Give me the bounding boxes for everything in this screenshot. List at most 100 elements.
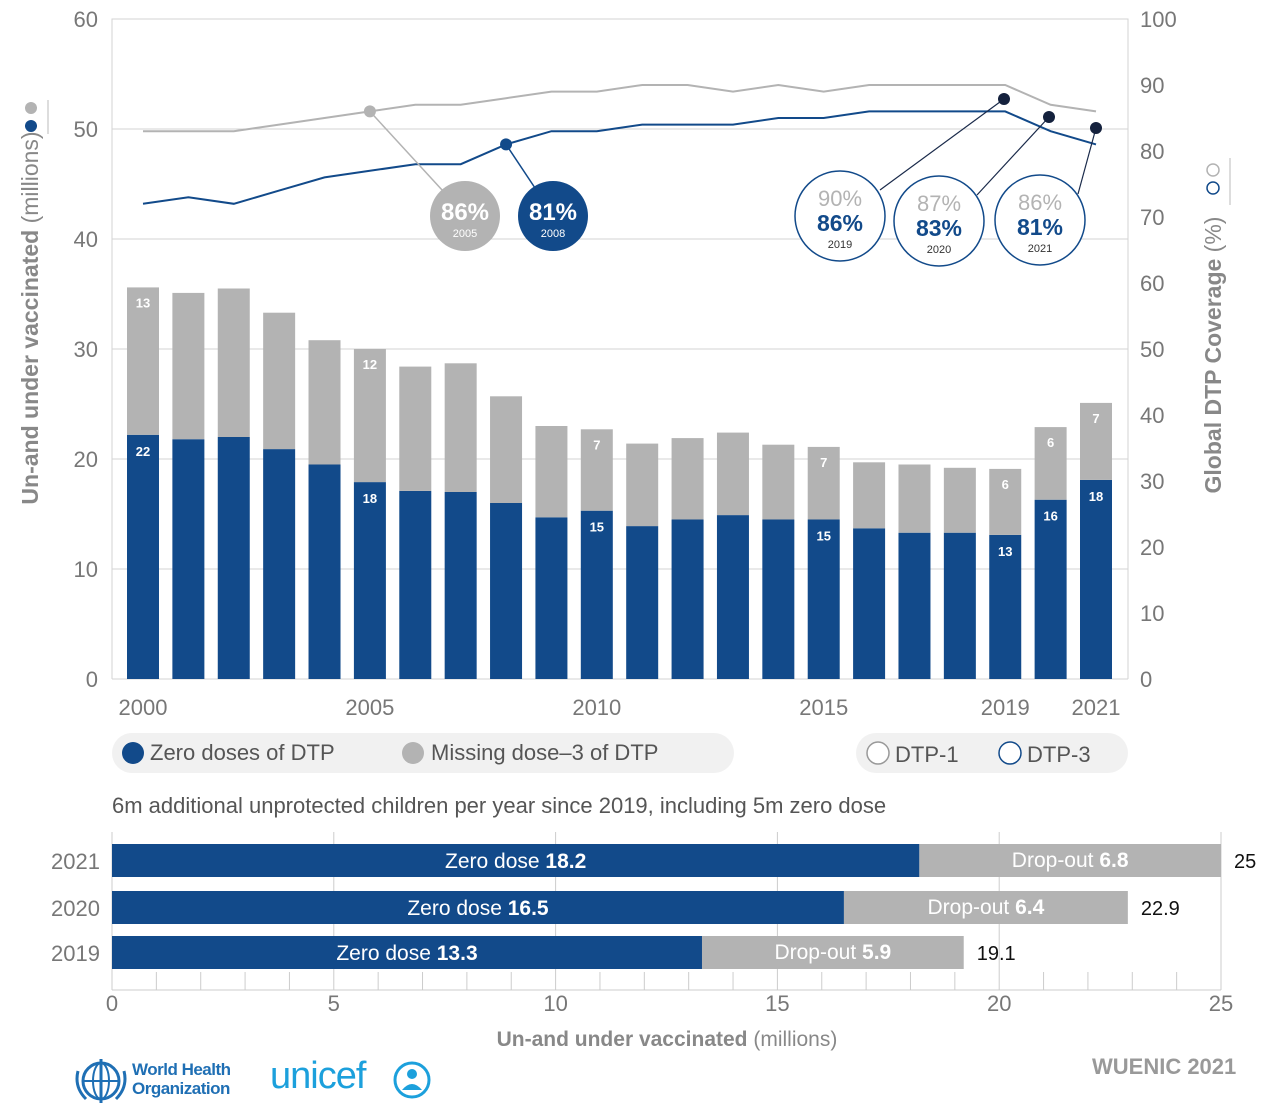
drop-out-label-text: Drop-out [928, 896, 1016, 919]
zero-dose-hbar-label: Zero dose 16.5 [407, 897, 549, 920]
who-emblem-icon [72, 1057, 130, 1105]
zero-dose-bar [399, 491, 431, 679]
zero-dose-legend-icon [122, 742, 144, 764]
y-right-tick-label: 0 [1140, 667, 1152, 692]
callout-2020-year: 2020 [927, 244, 951, 256]
callout-2008-value: 81% [529, 199, 577, 226]
dtp1-legend-icon [867, 742, 889, 764]
x-tick-label: 0 [106, 991, 118, 1016]
drop-out-hbar-label: Drop-out 6.8 [1012, 849, 1129, 872]
zero-dose-bar [944, 533, 976, 679]
y-left-tick-label: 60 [74, 7, 98, 32]
y-left-axis-label-bold: Un-and under vaccinated [17, 230, 43, 505]
callout-2005-value: 86% [441, 199, 489, 226]
zero-dose-bar [672, 520, 704, 680]
zero-dose-bar [535, 517, 567, 679]
zero-dose-label-value: 13.3 [437, 942, 478, 965]
missing-dose-bar [898, 465, 930, 533]
zero-dose-bar [898, 533, 930, 679]
missing-dose-bar [944, 468, 976, 533]
y-right-tick-label: 60 [1140, 271, 1164, 296]
callout-2019-dtp3: 86% [817, 210, 863, 236]
zero-dose-value-label: 18 [1089, 489, 1103, 504]
x-tick-label: 25 [1209, 991, 1233, 1016]
zero-dose-hbar [112, 844, 919, 877]
who-logo: World Health Organization [72, 1057, 242, 1105]
zero-dose-bar [172, 439, 204, 679]
x-tick-label: 2005 [345, 695, 394, 720]
y-right-tick-label: 80 [1140, 139, 1164, 164]
missing-dose-bar [218, 289, 250, 438]
y-left-tick-label: 30 [74, 337, 98, 362]
missing-dose-bar [399, 367, 431, 491]
zero-dose-label-text: Zero dose [407, 897, 507, 920]
x-axis-label-unit: (millions) [748, 1028, 838, 1051]
zero-dose-bar [127, 435, 159, 679]
zero-dose-bar [853, 528, 885, 679]
zero-dose-value-label: 13 [998, 544, 1012, 559]
x-tick-label: 2019 [981, 695, 1030, 720]
unicef-wordmark: unicef [270, 1055, 365, 1098]
zero-dose-bar [717, 515, 749, 679]
zero-dose-label-value: 18.2 [545, 850, 586, 873]
missing-dose-bar [309, 340, 341, 464]
y-right-tick-label: 50 [1140, 337, 1164, 362]
callout-2019-dtp1: 90% [818, 186, 862, 211]
missing-dose-value-label: 7 [593, 437, 600, 452]
y-right-tick-label: 20 [1140, 535, 1164, 560]
drop-out-label-value: 5.9 [862, 941, 891, 964]
bar-legend: Zero doses of DTP Missing dose–3 of DTP [112, 733, 734, 773]
missing-dose-bar [853, 462, 885, 528]
dtp1-line [143, 85, 1096, 131]
missing-dose-value-label: 6 [1002, 477, 1009, 492]
y-right-axis-label: Global DTP Coverage (%) [1200, 217, 1226, 494]
missing-dose-value-label: 12 [363, 357, 377, 372]
missing-dose-bar [672, 438, 704, 519]
missing-dose-bar [490, 396, 522, 503]
y-left-tick-label: 0 [86, 667, 98, 692]
x-tick-label: 5 [328, 991, 340, 1016]
callout-2008-year: 2008 [541, 228, 565, 240]
drop-out-hbar [702, 936, 964, 969]
x-axis-label-bold: Un-and under vaccinated [497, 1028, 748, 1051]
drop-out-hbar-label: Drop-out 6.4 [928, 896, 1045, 919]
missing-dose-bar [263, 313, 295, 449]
zero-dose-hbar-label: Zero dose 18.2 [445, 850, 586, 873]
bottom-chart-title: 6m additional unprotected children per y… [112, 793, 886, 818]
source-label: WUENIC 2021 [1092, 1054, 1236, 1080]
missing-dose-value-label: 13 [136, 295, 150, 310]
y-left-axis-label-unit: (millions) [17, 131, 43, 229]
x-tick-label: 2010 [572, 695, 621, 720]
callout-2021-year: 2021 [1028, 243, 1052, 255]
y-right-tick-label: 100 [1140, 7, 1177, 32]
line-legend: DTP-1 DTP-3 [856, 733, 1128, 773]
missing-dose-value-label: 7 [820, 455, 827, 470]
dtp3-outline-marker-icon [1207, 182, 1219, 194]
callout-point-marker [1043, 111, 1055, 123]
drop-out-label-text: Drop-out [774, 941, 862, 964]
missing-dose-bar [172, 293, 204, 439]
y-left-tick-label: 20 [74, 447, 98, 472]
missing-dose-legend-label: Missing dose–3 of DTP [431, 740, 658, 765]
callout-2021-dtp1: 86% [1018, 190, 1062, 215]
zero-dose-hbar [112, 936, 702, 969]
missing-dose-bar [717, 433, 749, 515]
row-label: 2019 [51, 941, 100, 966]
callout-connector [1078, 128, 1096, 194]
zero-dose-value-label: 16 [1043, 509, 1057, 524]
callout-2020-dtp1: 87% [917, 191, 961, 216]
callout-point-marker [998, 93, 1010, 105]
zero-dose-label-text: Zero dose [336, 942, 436, 965]
x-tick-label: 2021 [1072, 695, 1121, 720]
y-right-tick-label: 70 [1140, 205, 1164, 230]
total-label: 19.1 [977, 943, 1016, 965]
y-right-axis-label-bold: Global DTP Coverage [1200, 259, 1226, 494]
callout-point-marker [1090, 122, 1102, 134]
y-right-tick-label: 40 [1140, 403, 1164, 428]
drop-out-label-value: 6.4 [1015, 896, 1045, 919]
zero-dose-bar [445, 492, 477, 679]
missing-dose-bar [762, 445, 794, 520]
y-left-tick-label: 10 [74, 557, 98, 582]
zero-dose-bar [626, 526, 658, 679]
dtp1-point-marker [364, 105, 376, 117]
